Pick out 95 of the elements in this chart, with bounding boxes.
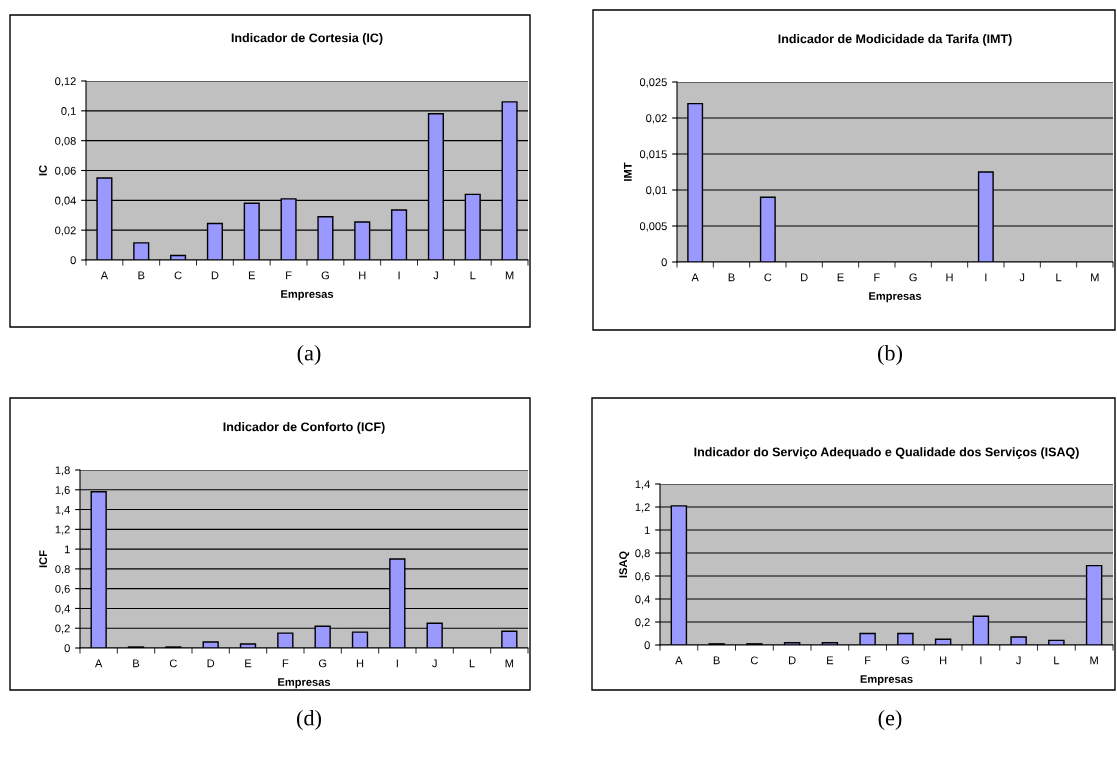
x-tick-label: L (469, 659, 475, 668)
y-tick-label: 0,8 (635, 549, 650, 559)
x-tick-label: J (1019, 273, 1025, 282)
chart-title: Indicador do Serviço Adequado e Qualidade dos Serviços (ISAQ) (694, 447, 1079, 459)
x-tick-label: J (1016, 656, 1021, 665)
chart-title: Indicador de Cortesia (IC) (231, 33, 383, 45)
x-tick-label: M (505, 271, 514, 280)
x-tick-label: E (837, 273, 844, 282)
y-tick-label: 0 (644, 641, 650, 650)
y-tick-label: 0 (70, 256, 76, 265)
x-tick-label: L (470, 271, 476, 280)
x-tick-label: C (750, 656, 758, 665)
text: (a) (297, 344, 321, 366)
y-axis-title: ICF (39, 550, 48, 568)
y-tick-label: 0,06 (55, 166, 76, 176)
x-tick-label: F (874, 273, 880, 282)
y-tick-label: 0,02 (646, 114, 667, 124)
x-tick-label: D (801, 273, 808, 282)
y-tick-label: 0 (661, 258, 667, 267)
x-tick-label: M (1091, 273, 1099, 282)
y-tick-label: 0,6 (55, 584, 70, 595)
x-tick-label: A (100, 271, 109, 280)
y-tick-label: 0,08 (55, 136, 76, 147)
y-axis-title: IC (39, 165, 47, 176)
x-tick-label: J (433, 271, 438, 280)
x-tick-label: H (356, 659, 364, 668)
x-tick-label: G (318, 659, 327, 668)
y-tick-label: 1 (64, 545, 70, 554)
y-tick-label: 0,1 (61, 107, 76, 117)
x-tick-label: G (909, 273, 917, 282)
y-tick-label: 0,4 (635, 595, 650, 605)
y-axis-title: ISAQ (619, 551, 630, 578)
y-tick-label: 0,04 (55, 196, 76, 206)
x-tick-label: D (207, 659, 215, 668)
x-tick-label: C (169, 659, 177, 668)
x-tick-label: M (505, 659, 514, 668)
x-tick-label: F (282, 659, 289, 668)
x-tick-label: A (691, 273, 699, 282)
x-tick-label: D (789, 656, 796, 665)
y-tick-label: 1,2 (55, 525, 70, 535)
y-tick-label: 0,015 (639, 150, 667, 160)
x-axis-title: Empresas (869, 292, 922, 303)
x-axis-title: Empresas (860, 675, 913, 686)
y-tick-label: 0,2 (55, 624, 70, 634)
x-tick-label: B (133, 659, 140, 668)
y-tick-label: 0,8 (55, 565, 70, 575)
x-tick-label: D (211, 271, 219, 280)
y-tick-label: 1,8 (55, 466, 70, 476)
x-tick-label: E (245, 659, 252, 668)
x-tick-label: I (396, 659, 398, 668)
x-tick-label: H (940, 656, 947, 665)
x-tick-label: J (432, 659, 437, 668)
y-tick-label: 1,4 (55, 505, 70, 515)
x-tick-label: A (675, 656, 683, 665)
y-tick-label: 1,2 (635, 503, 650, 513)
x-tick-label: L (1056, 273, 1062, 282)
y-tick-label: 0,01 (646, 186, 667, 196)
x-tick-label: C (174, 271, 182, 280)
y-tick-label: 0,4 (55, 604, 70, 614)
text: (b) (878, 344, 902, 366)
y-tick-label: 1,4 (635, 480, 650, 490)
x-tick-label: L (1054, 656, 1060, 665)
y-tick-label: 0,2 (635, 618, 650, 628)
y-tick-label: 0,02 (55, 226, 76, 236)
y-axis-title: IMT (623, 162, 632, 181)
x-tick-label: H (946, 273, 953, 282)
x-tick-label: G (901, 656, 909, 665)
x-tick-label: E (248, 271, 255, 280)
y-tick-label: 0,12 (55, 77, 76, 87)
x-tick-label: M (1090, 656, 1098, 665)
text: (d) (297, 709, 321, 731)
x-tick-label: B (713, 656, 720, 665)
x-tick-label: F (286, 271, 292, 280)
x-tick-label: I (985, 273, 987, 282)
y-tick-label: 0 (64, 644, 70, 653)
x-tick-label: C (764, 273, 772, 282)
chart-title: Indicador de Modicidade da Tarifa (IMT) (778, 34, 1012, 46)
x-tick-label: I (398, 271, 400, 280)
text: (e) (878, 709, 902, 731)
y-tick-label: 0,6 (635, 572, 650, 582)
y-tick-label: 1 (644, 526, 650, 535)
x-tick-label: G (321, 271, 329, 280)
x-tick-label: B (728, 273, 735, 282)
y-tick-label: 0,025 (639, 78, 667, 88)
x-axis-title: Empresas (281, 290, 334, 301)
y-tick-label: 0,005 (639, 222, 667, 232)
x-tick-label: H (359, 271, 366, 280)
x-tick-label: E (827, 656, 834, 665)
x-tick-label: I (980, 656, 982, 665)
x-axis-title: Empresas (278, 678, 331, 689)
y-tick-label: 1,6 (55, 486, 70, 496)
x-tick-label: A (94, 659, 103, 668)
chart-title: Indicador de Conforto (ICF) (223, 422, 385, 434)
x-tick-label: B (138, 271, 145, 280)
x-tick-label: F (865, 656, 871, 665)
